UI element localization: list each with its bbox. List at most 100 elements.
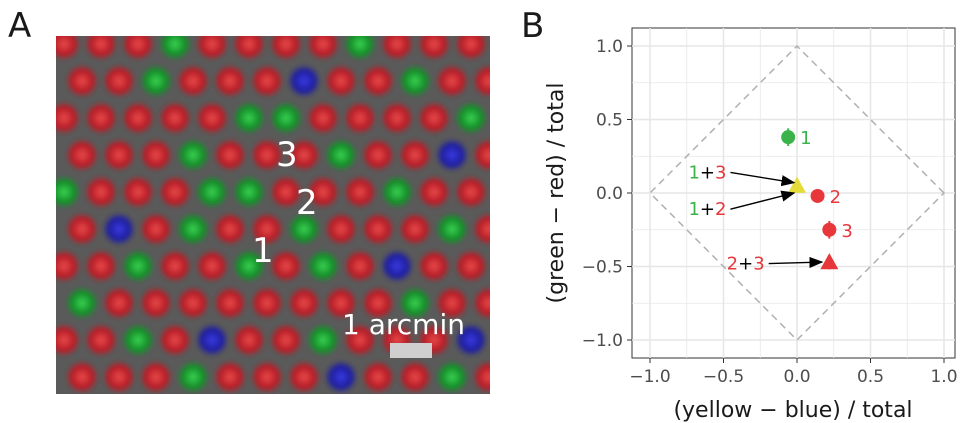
cone-14 — [139, 64, 173, 98]
cone-116 — [361, 360, 395, 394]
cone-57 — [380, 175, 414, 209]
y-tick-label: 0.0 — [596, 184, 623, 204]
cone-37 — [102, 138, 136, 172]
cone-74 — [121, 249, 155, 283]
cone-22 — [435, 64, 469, 98]
cone-40 — [213, 138, 247, 172]
scale-bar — [390, 343, 432, 358]
cone-56 — [343, 175, 377, 209]
cone-104 — [343, 323, 377, 357]
panel-b-letter: B — [521, 6, 545, 46]
x-axis-label: (yellow − blue) / total — [673, 398, 912, 423]
cone-113 — [250, 360, 284, 394]
cone-26 — [121, 101, 155, 135]
annotation-arrow-1 — [730, 190, 796, 210]
cone-54 — [269, 175, 303, 209]
cone-39 — [176, 138, 210, 172]
point-3 — [822, 222, 837, 237]
cone-97 — [84, 323, 118, 357]
cone-102 — [269, 323, 303, 357]
cone-16 — [213, 64, 247, 98]
cone-89 — [250, 286, 284, 320]
cone-59 — [454, 175, 488, 209]
cone-92 — [361, 286, 395, 320]
cone-70 — [435, 212, 469, 246]
cone-41 — [250, 138, 284, 172]
cone-85 — [102, 286, 136, 320]
point-1-plus-3 — [788, 176, 806, 193]
cone-107 — [454, 323, 488, 357]
cone-84 — [65, 286, 99, 320]
cone-98 — [121, 323, 155, 357]
cone-6 — [269, 36, 303, 61]
cone-44 — [361, 138, 395, 172]
y-tick-label: −1.0 — [582, 331, 623, 351]
cone-99 — [158, 323, 192, 357]
scale-bar-label: 1 arcmin — [342, 308, 465, 341]
cone-114 — [287, 360, 321, 394]
cone-label-3: 3 — [276, 135, 298, 175]
x-tick-label: −0.5 — [703, 367, 744, 387]
point-2 — [810, 188, 825, 203]
cone-36 — [65, 138, 99, 172]
cone-82 — [417, 249, 451, 283]
cone-83 — [454, 249, 488, 283]
cone-label-2: 2 — [296, 183, 318, 223]
cone-48 — [56, 175, 81, 209]
cone-79 — [306, 249, 340, 283]
cone-17 — [250, 64, 284, 98]
axis-ticks: −1.0 −0.5 0.0 0.5 1.0 −1.0 −0.5 0.0 0.5 1.0 — [582, 37, 958, 387]
cone-13 — [102, 64, 136, 98]
cone-63 — [176, 212, 210, 246]
annotation-label-0: 1+3 — [688, 162, 726, 183]
cone-0 — [56, 36, 81, 61]
cone-115 — [324, 360, 358, 394]
cone-73 — [84, 249, 118, 283]
cone-62 — [139, 212, 173, 246]
x-tick-label: 0.0 — [783, 367, 810, 387]
cone-78 — [269, 249, 303, 283]
cone-80 — [343, 249, 377, 283]
cone-91 — [324, 286, 358, 320]
cone-110 — [139, 360, 173, 394]
cone-87 — [176, 286, 210, 320]
cone-103 — [306, 323, 340, 357]
y-tick-label: −0.5 — [582, 258, 623, 278]
cone-47 — [472, 138, 490, 172]
annotation-arrow-2 — [768, 256, 824, 269]
cone-19 — [324, 64, 358, 98]
cone-46 — [435, 138, 469, 172]
cone-24 — [56, 101, 81, 135]
cone-12 — [65, 64, 99, 98]
cone-43 — [324, 138, 358, 172]
cone-94 — [435, 286, 469, 320]
point-label-2: 2 — [830, 187, 841, 208]
cone-50 — [121, 175, 155, 209]
cone-67 — [324, 212, 358, 246]
cone-27 — [158, 101, 192, 135]
cone-118 — [435, 360, 469, 394]
cone-38 — [139, 138, 173, 172]
cone-81 — [380, 249, 414, 283]
cone-101 — [232, 323, 266, 357]
cone-4 — [195, 36, 229, 61]
point-label-1: 1 — [800, 128, 811, 149]
y-tick-label: 1.0 — [596, 37, 623, 57]
cone-5 — [232, 36, 266, 61]
cone-71 — [472, 212, 490, 246]
y-tick-label: 0.5 — [596, 111, 623, 131]
point-2-plus-3 — [820, 253, 839, 270]
cone-76 — [195, 249, 229, 283]
annotation-label-2: 2+3 — [727, 254, 765, 275]
cone-45 — [398, 138, 432, 172]
cone-42 — [287, 138, 321, 172]
cone-34 — [417, 101, 451, 135]
cone-112 — [213, 360, 247, 394]
cone-11 — [454, 36, 488, 61]
cone-1 — [84, 36, 118, 61]
annotation-arrow-0 — [730, 171, 796, 187]
cone-8 — [343, 36, 377, 61]
cone-51 — [158, 175, 192, 209]
cone-20 — [361, 64, 395, 98]
cone-93 — [398, 286, 432, 320]
